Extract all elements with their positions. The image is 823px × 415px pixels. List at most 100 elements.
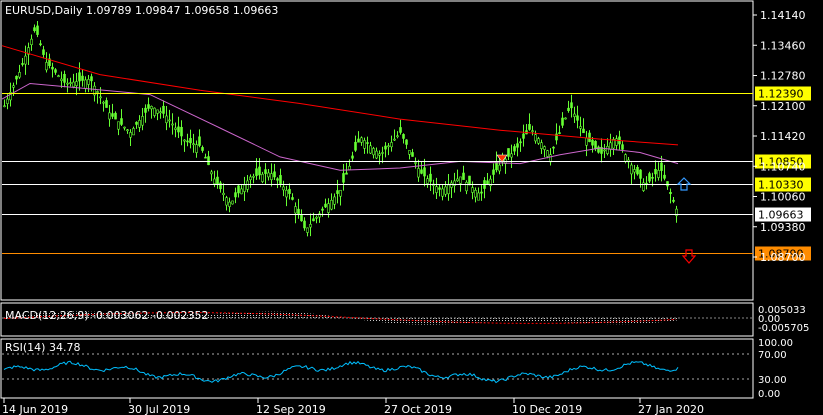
- candle-body: [570, 102, 573, 109]
- candle-body: [135, 121, 138, 125]
- candle-body: [69, 82, 72, 84]
- candle-body: [129, 132, 132, 138]
- candle-body: [210, 171, 213, 175]
- candle-body: [663, 174, 666, 179]
- candle-body: [222, 192, 225, 196]
- candle-body: [15, 75, 18, 80]
- candle-body: [195, 144, 198, 153]
- chart-header: EURUSD,Daily 1.09789 1.09847 1.09658 1.0…: [5, 4, 278, 17]
- level-price-label: 1.10850: [758, 156, 804, 169]
- candle-body: [348, 165, 351, 170]
- candle-body: [447, 184, 450, 195]
- candle-body: [363, 140, 366, 149]
- candle-body: [459, 176, 462, 184]
- candle-body: [183, 139, 186, 142]
- candle-body: [474, 189, 477, 198]
- red-down-arrow-icon[interactable]: [681, 249, 697, 264]
- candle-body: [360, 137, 363, 143]
- candle-body: [669, 192, 672, 195]
- candle-body: [636, 167, 639, 175]
- candle-body: [213, 178, 216, 185]
- candle-body: [285, 189, 288, 198]
- time-tick-label: 30 Jul 2019: [128, 403, 190, 415]
- candle-body: [243, 184, 246, 192]
- candle-body: [207, 156, 210, 166]
- price-tick-label: 1.11420: [760, 130, 806, 143]
- candle-body: [72, 81, 75, 88]
- candle-body: [312, 218, 315, 222]
- candle-body: [540, 142, 543, 149]
- price-tick-label: 1.09380: [760, 221, 806, 234]
- candle-body: [558, 132, 561, 134]
- price-tick-label: 1.13460: [760, 39, 806, 52]
- candle-body: [30, 38, 33, 46]
- candle-body: [36, 25, 39, 35]
- candle-body: [342, 173, 345, 183]
- candle-body: [120, 118, 123, 125]
- rsi-label: RSI(14) 34.78: [5, 341, 80, 354]
- candle-body: [324, 203, 327, 208]
- candle-body: [555, 133, 558, 141]
- candle-body: [33, 27, 36, 32]
- candle-body: [216, 176, 219, 185]
- candle-body: [390, 142, 393, 148]
- candle-body: [282, 186, 285, 191]
- price-tick-label: 1.12100: [760, 100, 806, 113]
- candlestick-series: [3, 20, 678, 237]
- candle-body: [123, 126, 126, 129]
- candle-body: [156, 109, 159, 114]
- candle-body: [561, 117, 564, 126]
- candle-body: [39, 43, 42, 46]
- candle-body: [48, 58, 51, 67]
- candle-body: [480, 191, 483, 194]
- horizontal-levels[interactable]: 1.12390 1.10850 1.10330 1.09663 1.08790: [2, 86, 811, 261]
- candle-body: [624, 154, 627, 162]
- candle-body: [231, 200, 234, 205]
- candle-body: [9, 92, 12, 101]
- candle-body: [54, 69, 57, 73]
- candle-body: [435, 186, 438, 193]
- candle-body: [591, 139, 594, 146]
- candle-body: [309, 224, 312, 228]
- candle-body: [666, 181, 669, 187]
- red-sell-arrow-icon[interactable]: [496, 154, 508, 163]
- candle-body: [411, 152, 414, 157]
- candle-body: [630, 164, 633, 175]
- candle-body: [321, 208, 324, 211]
- time-tick-label: 27 Oct 2019: [384, 403, 452, 415]
- candle-body: [573, 113, 576, 117]
- candle-body: [369, 145, 372, 154]
- candle-body: [57, 75, 60, 78]
- candle-body: [264, 169, 267, 174]
- candle-body: [93, 85, 96, 96]
- candle-body: [366, 142, 369, 144]
- candle-body: [612, 138, 615, 149]
- candle-body: [153, 107, 156, 116]
- candle-body: [6, 98, 9, 104]
- candle-body: [267, 172, 270, 178]
- candle-body: [255, 168, 258, 176]
- macd-tick-bottom: -0.005705: [758, 323, 809, 334]
- blue-up-arrow-icon[interactable]: [676, 177, 692, 191]
- candle-body: [396, 135, 399, 138]
- candle-body: [27, 47, 30, 55]
- candle-body: [549, 154, 552, 163]
- candle-body: [468, 175, 471, 186]
- candle-body: [90, 76, 93, 82]
- candle-body: [180, 126, 183, 137]
- candle-body: [261, 173, 264, 182]
- candle-body: [534, 134, 537, 142]
- time-tick-label: 10 Dec 2019: [512, 403, 582, 415]
- candle-body: [315, 216, 318, 219]
- candle-body: [513, 146, 516, 152]
- candle-body: [429, 173, 432, 182]
- candle-body: [84, 79, 87, 89]
- candle-body: [339, 189, 342, 197]
- candle-body: [528, 124, 531, 130]
- rsi-tick-100: 100.00: [758, 338, 793, 349]
- main-panel: [0, 0, 754, 301]
- candle-body: [42, 49, 45, 55]
- candle-body: [387, 145, 390, 148]
- candle-body: [24, 55, 27, 65]
